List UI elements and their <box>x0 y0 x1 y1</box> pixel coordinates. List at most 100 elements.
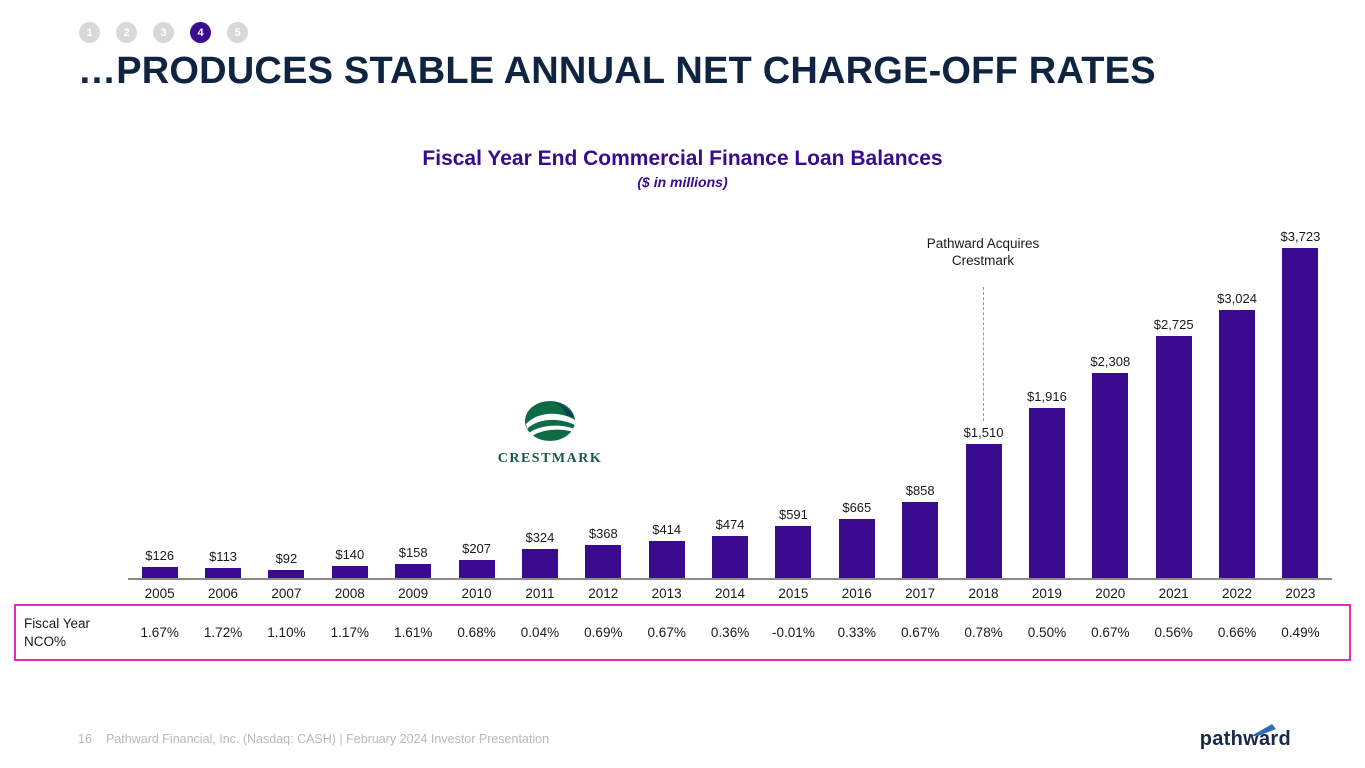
bar-column-2018: $1,510 <box>952 218 1015 578</box>
x-axis-label: 2009 <box>398 586 429 601</box>
x-axis-line <box>128 578 1332 580</box>
footer-text: Pathward Financial, Inc. (Nasdaq: CASH) … <box>106 732 550 746</box>
nco-value-cell: 1.17% <box>330 625 369 640</box>
x-axis-label: 2012 <box>588 586 619 601</box>
pathward-wordmark: pathward <box>1199 728 1291 750</box>
nco-value-cell: 0.36% <box>710 625 750 640</box>
bar-chart: $126 $113 $92 $140 $158 $207 $324 $368 $414 $474 $… <box>128 218 1332 578</box>
nco-value-cell: 0.67% <box>1091 625 1130 640</box>
bar-column-2012: $368 <box>572 218 635 578</box>
bar-column-2022: $3,024 <box>1205 218 1268 578</box>
bar-column-2021: $2,725 <box>1142 218 1205 578</box>
x-axis-label: 2008 <box>334 586 365 601</box>
bar-column-2007: $92 <box>255 218 318 578</box>
bar-value-label: $207 <box>462 541 492 556</box>
bar-column-2023: $3,723 <box>1269 218 1332 578</box>
bar-value-label: $368 <box>588 526 618 541</box>
x-axis-label: 2019 <box>1031 586 1062 601</box>
bar <box>902 502 939 578</box>
x-axis-label: 2018 <box>968 586 999 601</box>
bar-value-label: $3,723 <box>1280 229 1321 244</box>
bar <box>585 545 622 578</box>
bar-column-2005: $126 <box>128 218 191 578</box>
bar-column-2019: $1,916 <box>1015 218 1078 578</box>
x-axis-label: 2014 <box>715 586 746 601</box>
pathward-arrow-icon <box>1251 720 1277 743</box>
bar <box>838 519 875 578</box>
bar <box>1282 248 1319 578</box>
bar-value-label: $665 <box>842 500 872 515</box>
bar-column-2015: $591 <box>762 218 825 578</box>
bar-value-label: $324 <box>525 530 555 545</box>
page-number: 16 <box>78 732 92 746</box>
crestmark-logo: CRESTMARK <box>489 400 611 467</box>
bar-column-2010: $207 <box>445 218 508 578</box>
nco-value-cell: 1.10% <box>267 625 306 640</box>
crestmark-wordmark: CRESTMARK <box>497 451 603 466</box>
pager-dot-1[interactable]: 1 <box>79 22 100 43</box>
bar-value-label: $158 <box>398 545 428 560</box>
x-axis-label: 2023 <box>1285 586 1316 601</box>
pager-dot-2[interactable]: 2 <box>116 22 137 43</box>
nco-value-cell: 0.33% <box>837 625 876 640</box>
x-axis-label: 2022 <box>1222 586 1253 601</box>
bar-column-2011: $324 <box>508 218 571 578</box>
bar <box>268 570 305 578</box>
x-axis-label: 2010 <box>461 586 492 601</box>
nco-value-cell: 0.68% <box>457 625 496 640</box>
bar-value-label: $474 <box>715 517 745 532</box>
nco-value-cell: 0.49% <box>1281 625 1320 640</box>
nco-table: Fiscal Year NCO% 1.67% 1.72% 1.10% 1.17% 1.6… <box>14 604 1351 661</box>
x-axis-label: 2007 <box>271 586 302 601</box>
bar <box>775 526 812 578</box>
bar-column-2008: $140 <box>318 218 381 578</box>
bar <box>648 541 685 578</box>
x-axis-label: 2013 <box>651 586 682 601</box>
bar-value-label: $1,916 <box>1027 389 1067 404</box>
bar <box>712 536 749 578</box>
x-axis-label: 2011 <box>525 586 555 601</box>
bar-value-label: $414 <box>652 522 682 537</box>
bar-column-2006: $113 <box>191 218 254 578</box>
x-axis-label: 2021 <box>1158 586 1189 601</box>
annotation-dashed-line <box>983 287 984 421</box>
bar <box>205 568 242 578</box>
bar <box>1028 408 1065 578</box>
bar <box>141 567 178 578</box>
crestmark-globe-icon <box>523 401 577 448</box>
bar-value-label: $1,510 <box>963 425 1004 440</box>
nco-values: 1.67% 1.72% 1.10% 1.17% 1.61% 0.68% 0.04% 0.69%… <box>128 625 1332 640</box>
bar-value-label: $113 <box>209 549 238 564</box>
bar <box>521 549 558 578</box>
nco-value-cell: 0.67% <box>647 625 686 640</box>
bar-value-label: $2,308 <box>1090 354 1131 369</box>
chart-title: Fiscal Year End Commercial Finance Loan … <box>422 147 943 170</box>
nco-value-cell: 0.56% <box>1154 625 1193 640</box>
bar-value-label: $858 <box>905 483 935 498</box>
nco-value-cell: 0.66% <box>1217 625 1257 640</box>
bar-value-label: $2,725 <box>1153 317 1194 332</box>
acquisition-annotation: Pathward Acquires Crestmark <box>926 236 1040 268</box>
bar <box>395 564 432 578</box>
bar-value-label: $126 <box>145 548 175 563</box>
nco-value-cell: 1.61% <box>394 625 433 640</box>
bar-column-2013: $414 <box>635 218 698 578</box>
pager-dot-4[interactable]: 4 <box>190 22 211 43</box>
x-axis-label: 2017 <box>905 586 936 601</box>
pager-dot-3[interactable]: 3 <box>153 22 174 43</box>
pager-dot-5[interactable]: 5 <box>227 22 248 43</box>
nco-value-cell: 1.72% <box>203 625 243 640</box>
x-axis-labels: 2005 2006 2007 2008 2009 2010 2011 2012 2013 2014… <box>128 586 1332 601</box>
bar-column-2014: $474 <box>698 218 761 578</box>
x-axis-label: 2016 <box>841 586 872 601</box>
x-axis-label: 2005 <box>144 586 175 601</box>
x-axis-label: 2015 <box>778 586 809 601</box>
nco-value-cell: 0.04% <box>520 625 560 640</box>
x-axis-label: 2006 <box>208 586 239 601</box>
page-title: …PRODUCES STABLE ANNUAL NET CHARGE-OFF R… <box>78 50 1156 92</box>
nco-value-cell: 0.67% <box>901 625 940 640</box>
bar <box>458 560 495 578</box>
bar <box>1155 336 1192 578</box>
